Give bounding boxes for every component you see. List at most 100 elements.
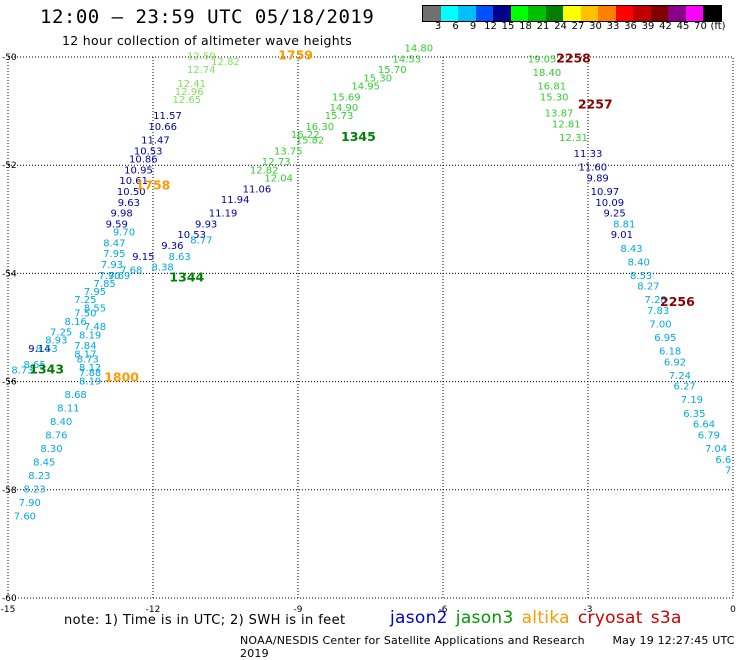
swh-value-jason2: 9.89 xyxy=(587,173,609,184)
footer-org: NOAA/NESDIS Center for Satellite Applica… xyxy=(240,634,585,647)
swh-value-s3a: 8.68 xyxy=(65,390,87,401)
swh-value-s3a: 7.48 xyxy=(84,322,106,333)
swh-value-jason3_light: 15.30 xyxy=(540,92,569,103)
color-scale-label: 15 xyxy=(501,21,515,32)
time-label: 1800 xyxy=(104,370,139,385)
swh-value-jason2: 11.60 xyxy=(579,163,608,174)
swh-value-jason2: 9.93 xyxy=(195,219,217,230)
swh-value-s3a: 7.90 xyxy=(19,498,41,509)
swh-value-altika: 12.59 xyxy=(187,52,216,63)
map-footer: NOAA/NESDIS Center for Satellite Applica… xyxy=(240,634,740,660)
time-label: 1344 xyxy=(169,270,204,285)
swh-value-s3a: 8.47 xyxy=(103,238,125,249)
color-scale-label: 70 xyxy=(694,21,707,32)
time-label: 2256 xyxy=(660,294,695,309)
swh-value-jason3_light: 19.05 xyxy=(528,54,557,65)
y-tick-label: -52 xyxy=(2,161,17,171)
color-scale-bar xyxy=(422,5,722,22)
color-scale-label: 30 xyxy=(589,21,602,32)
page-subtitle: 12 hour collection of altimeter wave hei… xyxy=(62,33,353,48)
x-tick-label: -15 xyxy=(1,605,16,615)
time-labels: 1759 1758 1800 1345 1344 1343 2258 2257 2256 xyxy=(29,48,695,385)
swh-value-s3a: 7.60 xyxy=(14,512,36,523)
swh-value-s3a: 8.30 xyxy=(40,444,62,455)
swh-value-s3a: 7.50 xyxy=(74,309,96,320)
color-scale-label: 45 xyxy=(676,21,690,32)
swh-value-s3a: 8.19 xyxy=(79,376,101,387)
swh-value-jason3_light: 14.90 xyxy=(330,103,359,114)
swh-value-s3a: 8.27 xyxy=(637,282,659,293)
swh-value-jason2: 11.33 xyxy=(574,149,603,160)
time-label: 2258 xyxy=(556,50,591,65)
swh-value-s3a: 8.55 xyxy=(84,303,106,314)
legend-cryosat: cryosat xyxy=(577,608,643,628)
swh-value-jason3_light: 13.75 xyxy=(274,146,303,157)
color-scale-label: 24 xyxy=(554,21,567,32)
time-label: 2257 xyxy=(578,96,613,111)
color-scale-swatch xyxy=(458,6,476,21)
x-tick-label: -12 xyxy=(146,605,161,615)
swh-value-jason2: 10.09 xyxy=(595,198,624,209)
swh-value-s3a: 8.65 xyxy=(23,360,45,371)
swh-value-jason2: 9.36 xyxy=(161,241,183,252)
swh-value-jason3_light: 13.87 xyxy=(545,109,574,120)
swh-value-s3a: 8.63 xyxy=(168,252,190,263)
swh-value-jason2: 11.47 xyxy=(141,136,170,147)
swh-value-s3a: 8.53 xyxy=(630,271,652,282)
swh-value-jason3_light: 15.69 xyxy=(332,92,361,103)
swh-value-s3a: 7.95 xyxy=(103,249,125,260)
swh-value-jason2: 10.97 xyxy=(591,187,620,198)
swh-value-altika: 12.82 xyxy=(211,57,240,68)
color-scale-label: 9 xyxy=(469,21,477,32)
color-scale-label: (ft) xyxy=(710,21,726,32)
color-scale-swatch xyxy=(668,6,686,21)
y-tick-label: -56 xyxy=(2,378,17,388)
swh-value-jason2: 10.61 xyxy=(119,176,148,187)
color-scale-swatch xyxy=(440,6,458,21)
swh-value-s3a: 8.40 xyxy=(50,417,72,428)
swh-value-s3a: 7.25 xyxy=(50,328,72,339)
color-scale-label: 18 xyxy=(519,21,532,32)
color-scale-swatch xyxy=(598,6,616,21)
swh-value-s3a: 8.81 xyxy=(613,219,635,230)
swh-value-s3a: 8.16 xyxy=(65,317,87,328)
swh-value-jason2: 10.66 xyxy=(148,122,177,133)
swh-value-s3a: 8.11 xyxy=(57,403,79,414)
swh-value-s3a: 6.79 xyxy=(698,430,720,441)
swh-value-altika: 12.41 xyxy=(177,79,206,90)
swh-value-altika: 12.74 xyxy=(187,65,216,76)
swh-value-s3a: 7 xyxy=(725,466,731,477)
swh-value-s3a: 8.23 xyxy=(23,485,45,496)
swh-value-s3a: 8.38 xyxy=(152,263,174,274)
swh-value-jason2: 11.19 xyxy=(209,209,238,220)
swh-value-jason3_light: 14.80 xyxy=(405,44,434,55)
swh-value-s3a: 7.19 xyxy=(681,395,703,406)
color-scale-swatch xyxy=(650,6,668,21)
time-label: 1343 xyxy=(29,361,64,376)
track-values: 12.5912.8212.7412.4112.9612.6511.5710.66… xyxy=(11,44,731,523)
swh-value-s3a: 7.69 xyxy=(108,271,130,282)
time-label: 1758 xyxy=(136,178,171,193)
swh-value-s3a: 7.90 xyxy=(98,271,120,282)
swh-value-s3a: 8.40 xyxy=(628,257,650,268)
time-label: 1345 xyxy=(341,129,376,144)
legend-jason2: jason2 xyxy=(390,608,448,628)
swh-value-jason2: 10.86 xyxy=(129,154,158,165)
swh-value-jason3_light: 15.82 xyxy=(296,136,325,147)
swh-value-s3a: 7.24 xyxy=(669,371,691,382)
swh-value-s3a: 6.18 xyxy=(659,347,681,358)
swh-value-jason2: 9.63 xyxy=(118,198,140,209)
y-tick-label: -60 xyxy=(2,594,17,604)
color-scale-swatch xyxy=(580,6,598,21)
swh-value-s3a: 8.12 xyxy=(79,363,101,374)
swh-value-s3a: 6.6 xyxy=(715,455,731,466)
y-tick-label: -54 xyxy=(2,269,17,279)
swh-value-jason3_light: 15.30 xyxy=(363,73,392,84)
swh-value-jason2: 9.98 xyxy=(110,209,132,220)
color-scale-label: 3 xyxy=(434,21,442,32)
page-title: 12:00 – 23:59 UTC 05/18/2019 xyxy=(40,6,375,28)
swh-value-altika: 12.65 xyxy=(173,95,202,106)
swh-value-jason3_light: 16.81 xyxy=(537,81,566,92)
color-scale-swatch xyxy=(685,6,703,21)
